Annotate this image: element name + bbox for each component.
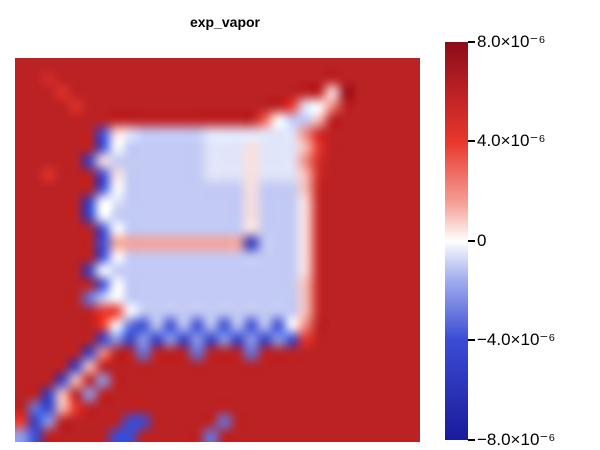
colorbar-tick-mark — [468, 339, 475, 341]
plot-title: exp_vapor — [189, 14, 261, 30]
colorbar-tick-mark — [468, 140, 475, 142]
colorbar-tick-label-min: −8.0×10⁻⁶ — [477, 430, 556, 449]
colorbar-tick-label: −4.0×10⁻⁶ — [477, 330, 556, 349]
colorbar-tick-label-zero: 0 — [477, 231, 487, 250]
colorbar-tick-mark — [468, 41, 475, 43]
heatmap-canvas — [15, 58, 420, 442]
colorbar-tick-mark — [468, 240, 475, 242]
colorbar — [445, 42, 468, 440]
colorbar-tick-label-max: 8.0×10⁻⁶ — [477, 32, 546, 51]
colorbar-tick-mark — [468, 439, 475, 441]
colorbar-tick-label: 4.0×10⁻⁶ — [477, 131, 546, 150]
